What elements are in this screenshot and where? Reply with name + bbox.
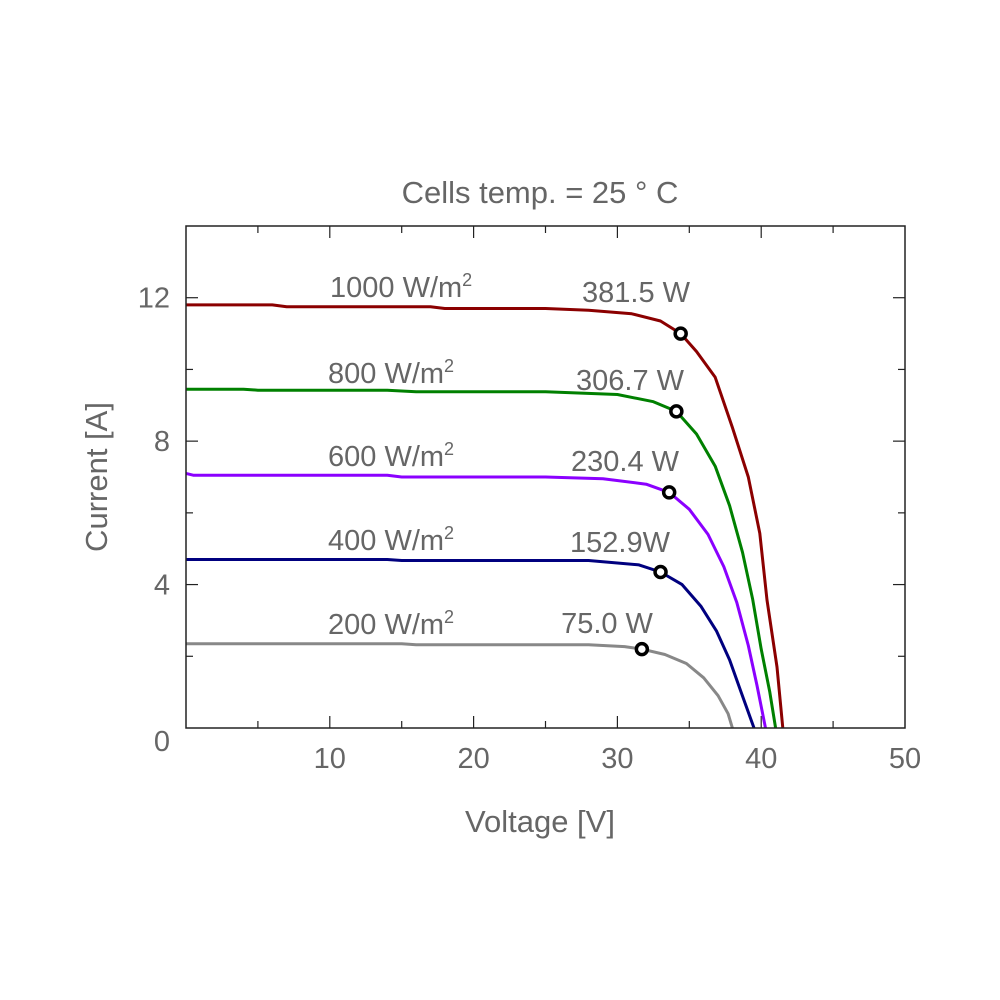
- power-label-1: 306.7 W: [576, 365, 685, 397]
- irradiance-label-text: 800 W/m: [328, 358, 444, 390]
- power-label-3: 152.9W: [570, 527, 671, 559]
- irradiance-label-superscript: 2: [444, 356, 454, 376]
- irradiance-label-superscript: 2: [444, 439, 454, 459]
- x-tick-label: 50: [889, 743, 921, 775]
- y-tick-label: 12: [138, 283, 170, 315]
- power-label-2: 230.4 W: [571, 446, 680, 478]
- irradiance-label-text: 200 W/m: [328, 609, 444, 641]
- mpp-marker-4: [634, 641, 650, 657]
- x-tick-label: 30: [601, 743, 633, 775]
- mpp-marker-1: [669, 404, 684, 419]
- series-line-4: [186, 642, 734, 729]
- irradiance-label-text: 1000 W/m: [330, 272, 462, 304]
- mpp-marker-0: [673, 326, 688, 341]
- y-tick-label: 4: [154, 570, 170, 602]
- irradiance-label-superscript: 2: [444, 607, 454, 627]
- irradiance-label-4: 200 W/m2: [328, 607, 454, 641]
- irradiance-label-2: 600 W/m2: [328, 439, 454, 473]
- chart-title: Cells temp. = 25 ° C: [402, 175, 679, 210]
- y-tick-label: 8: [154, 426, 170, 458]
- irradiance-label-superscript: 2: [444, 523, 454, 543]
- series-line-0: [186, 303, 785, 729]
- x-tick-label: 20: [457, 743, 489, 775]
- irradiance-label-text: 600 W/m: [328, 441, 444, 473]
- mpp-marker-2: [661, 485, 677, 500]
- series-line-3: [186, 558, 756, 729]
- irradiance-label-1: 800 W/m2: [328, 356, 454, 390]
- irradiance-label-text: 400 W/m: [328, 525, 444, 557]
- mpp-marker-3: [653, 564, 668, 580]
- plot-frame: [185, 225, 906, 729]
- series-line-2: [185, 471, 767, 729]
- irradiance-label-3: 400 W/m2: [328, 523, 454, 557]
- y-axis-label: Current [A]: [79, 402, 114, 552]
- y-tick-label: 0: [154, 726, 170, 758]
- irradiance-label-superscript: 2: [462, 270, 472, 290]
- power-label-0: 381.5 W: [582, 277, 691, 309]
- irradiance-label-0: 1000 W/m2: [330, 270, 472, 304]
- power-label-4: 75.0 W: [561, 608, 653, 640]
- x-axis-label: Voltage [V]: [465, 804, 615, 839]
- x-tick-label: 10: [314, 743, 346, 775]
- x-tick-label: 40: [745, 743, 777, 775]
